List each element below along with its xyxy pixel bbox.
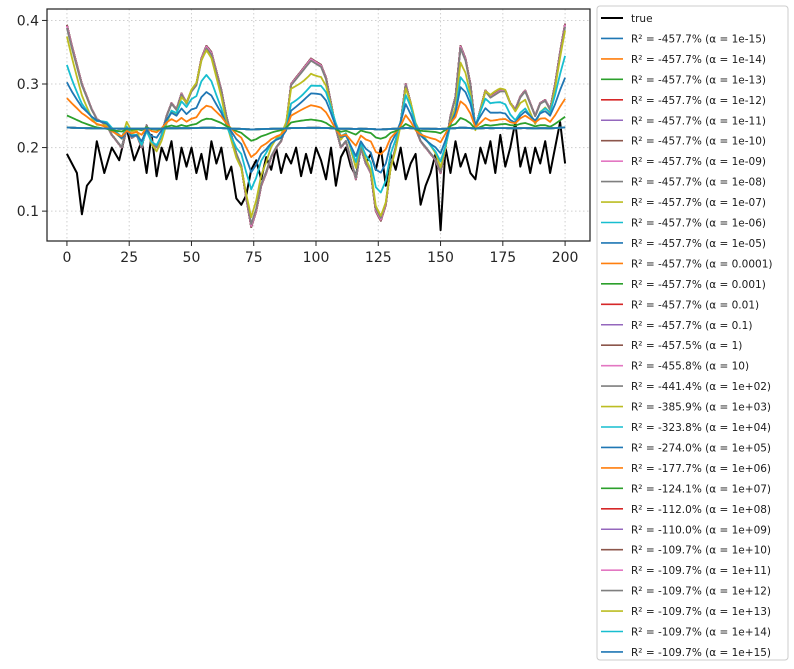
fit-series-line-20 [66, 55, 566, 194]
y-tick-label: 0.4 [17, 13, 39, 29]
legend-entry-label: R² = -457.5% (α = 1) [631, 340, 742, 352]
legend-entry-label: R² = -109.7% (α = 1e+11) [631, 565, 771, 577]
legend-entry-label: R² = -457.7% (α = 1e-14) [631, 54, 766, 66]
legend-entry-label: R² = -385.9% (α = 1e+03) [631, 402, 771, 414]
x-tick-label: 125 [365, 250, 392, 266]
plot-area [66, 23, 567, 232]
legend-entry-label: R² = -457.7% (α = 1e-10) [631, 136, 766, 148]
y-tick-label: 0.1 [17, 204, 39, 220]
plot-frame [46, 8, 591, 242]
legend-entry-label: R² = -457.7% (α = 1e-05) [631, 238, 766, 250]
x-tick-label: 100 [303, 250, 330, 266]
legend-entry-label: R² = -109.7% (α = 1e+14) [631, 627, 771, 639]
legend-entry-label: R² = -177.7% (α = 1e+06) [631, 463, 771, 475]
legend-entry-label: R² = -323.8% (α = 1e+04) [631, 422, 771, 434]
legend-entry-label: R² = -457.7% (α = 1e-15) [631, 33, 766, 45]
legend-entry-label: R² = -457.7% (α = 1e-06) [631, 218, 766, 230]
legend-entry-label: R² = -110.0% (α = 1e+09) [631, 524, 771, 536]
x-tick-label: 175 [489, 250, 516, 266]
x-tick-label: 75 [245, 250, 263, 266]
x-tick-label: 150 [427, 250, 454, 266]
legend-entry-label: R² = -457.7% (α = 1e-07) [631, 197, 766, 209]
legend-entry-label: R² = -441.4% (α = 1e+02) [631, 381, 771, 393]
legend-entry-label: R² = -109.7% (α = 1e+13) [631, 606, 771, 618]
legend-entry-label: R² = -109.7% (α = 1e+15) [631, 647, 771, 659]
legend-entry-label: R² = -457.7% (α = 1e-11) [631, 115, 766, 127]
fit-series-line-22 [66, 97, 566, 159]
true-series-line [66, 121, 567, 232]
legend-entry-label: R² = -457.7% (α = 1e-09) [631, 156, 766, 168]
legend-entry-label: R² = -457.7% (α = 1e-08) [631, 177, 766, 189]
legend-entry-label: R² = -457.7% (α = 0.1) [631, 320, 752, 332]
legend-entry-label: R² = -274.0% (α = 1e+05) [631, 442, 771, 454]
legend-entry-label: R² = -457.7% (α = 1e-13) [631, 74, 766, 86]
fit-series-line-31 [66, 126, 566, 131]
legend-box [596, 5, 789, 661]
legend: true R² = -457.7% (α = 1e-15) R² = -457.7%… [596, 5, 789, 661]
legend-entry-label: R² = -457.7% (α = 1e-12) [631, 95, 766, 107]
legend-entry-label: R² = -124.1% (α = 1e+07) [631, 483, 771, 495]
x-tick-label: 50 [183, 250, 201, 266]
legend-entry-label: R² = -109.7% (α = 1e+10) [631, 545, 771, 557]
x-tick-label: 0 [62, 250, 71, 266]
x-tick-label: 200 [552, 250, 579, 266]
legend-entry-label: R² = -457.7% (α = 0.01) [631, 299, 759, 311]
axes: 0 25 50 75 100 125 150 175 200 0.1 0.2 0.3 0.4 [17, 8, 591, 266]
y-tick-label: 0.3 [17, 77, 39, 93]
legend-entry-label: R² = -109.7% (α = 1e+12) [631, 586, 771, 598]
x-tick-label: 25 [120, 250, 138, 266]
legend-entry-label: R² = -455.8% (α = 10) [631, 361, 749, 373]
legend-entry-label: R² = -457.7% (α = 0.0001) [631, 258, 772, 270]
legend-entry-label: true [631, 13, 653, 25]
legend-entry-label: R² = -112.0% (α = 1e+08) [631, 504, 771, 516]
fit-series-line-21 [66, 77, 566, 174]
legend-entry-label: R² = -457.7% (α = 0.001) [631, 279, 766, 291]
y-tick-label: 0.2 [17, 141, 39, 157]
